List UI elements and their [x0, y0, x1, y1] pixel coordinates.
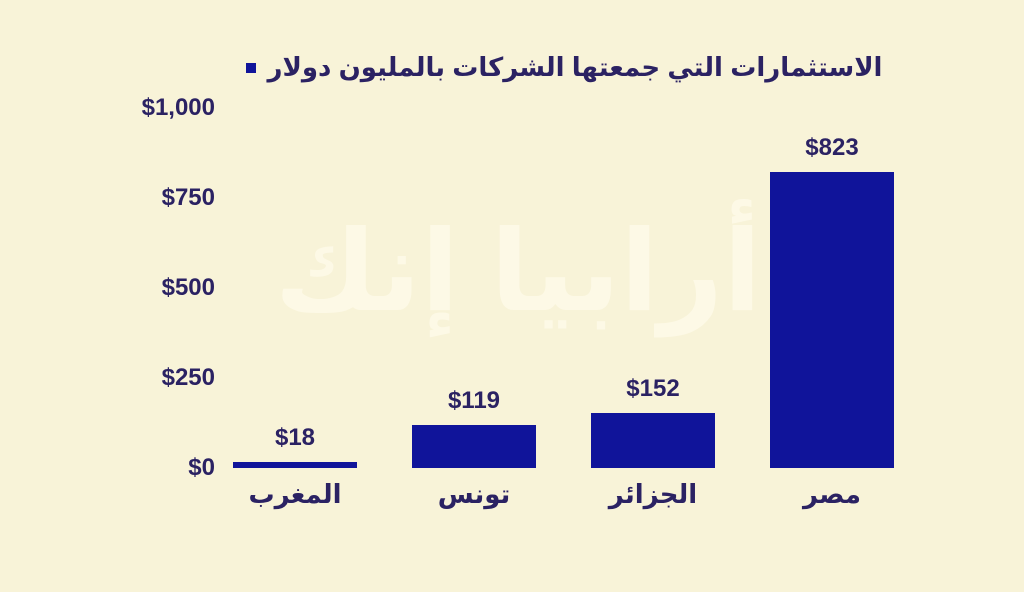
chart-title-row: الاستثمارات التي جمعتها الشركات بالمليون… [230, 52, 898, 83]
legend-marker-square [245, 62, 256, 73]
y-axis-tick-label: $1,000 [141, 94, 215, 121]
y-axis-tick-label: $250 [161, 364, 215, 391]
bar-value-label: $823 [805, 134, 859, 161]
y-axis-tick-label: $500 [161, 274, 215, 301]
chart-title: الاستثمارات التي جمعتها الشركات بالمليون… [267, 52, 883, 82]
bar [770, 172, 894, 468]
bar [233, 462, 357, 468]
bar-category-label: تونس [437, 479, 511, 509]
bar-category-label: المغرب [248, 479, 342, 509]
y-axis-tick-label: $750 [161, 184, 215, 211]
bar-category-label: مصر [803, 479, 861, 509]
y-axis-tick-label: $0 [188, 454, 215, 481]
bar [591, 413, 715, 468]
bar-category-label: الجزائر [608, 479, 698, 509]
bar-value-label: $18 [274, 424, 316, 451]
bar-value-label: $152 [626, 375, 680, 402]
bar-value-label: $119 [447, 387, 501, 414]
bar [412, 425, 536, 468]
